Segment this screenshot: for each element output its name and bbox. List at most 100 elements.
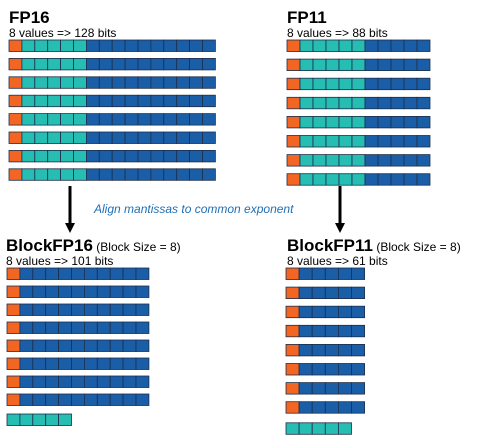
mantissa-bit [58,393,72,406]
mantissa-bit [86,58,100,71]
sign-bit [285,401,300,414]
mantissa-bit [150,113,165,126]
mantissa-bit [124,76,139,89]
sign-bit [6,321,21,334]
mantissa-bit [96,303,111,316]
exponent-bit [325,154,340,167]
mantissa-bit [324,305,339,319]
mantissa-bit [377,173,392,186]
mantissa-bit [176,58,190,71]
mantissa-bit [32,357,47,370]
exponent-bit [312,116,327,129]
exponent-bit [312,173,327,186]
mantissa-bit [45,285,60,298]
exponent-bit [325,135,340,148]
fp11-bit-grid [286,39,431,186]
mantissa-bit [176,76,190,89]
mantissa-bit [311,382,326,395]
mantissa-bit [311,305,326,319]
mantissa-bit [337,401,352,414]
mantissa-bit [377,39,392,52]
blockfp16-block-size-note: (Block Size = 8) [92,240,181,254]
mantissa-bit [96,267,111,280]
mantissa-bit [84,357,98,370]
mantissa-bit [202,168,216,181]
mantissa-bit [109,285,124,298]
mantissa-bit [150,39,165,52]
mantissa-bit [124,149,139,163]
mantissa-bit [150,58,165,71]
shared-exponent-bit [311,422,326,435]
mantissa-bit [58,375,72,388]
shared-exponent-bit [58,413,72,426]
shared-exponent-bit [285,422,300,435]
mantissa-bit [403,154,418,167]
mantissa-bit [45,339,60,352]
mantissa-bit [364,39,379,52]
mantissa-bit [150,131,165,144]
mantissa-bit [202,94,216,108]
mantissa-bit [111,168,126,181]
mantissa-bit [403,39,418,52]
mantissa-bit [58,357,72,370]
blockfp11-bit-grid [285,267,366,435]
exponent-bit [60,58,74,71]
mantissa-bit [45,303,60,316]
mantissa-bit [135,267,150,280]
mantissa-bit [390,135,405,148]
exponent-bit [60,94,74,108]
mantissa-bit [86,94,100,108]
blockfp16-bit-grid [6,267,150,426]
mantissa-bit [84,375,98,388]
exponent-bit [299,154,314,167]
mantissa-bit [189,58,203,71]
mantissa-bit [122,303,137,316]
exponent-bit [338,173,353,186]
mantissa-bit [163,76,178,89]
mantissa-bit [58,285,72,298]
mantissa-bit [45,393,60,406]
shared-exponent-bit [32,413,47,426]
mantissa-bit [135,375,150,388]
blockfp11-subtitle: 8 values => 61 bits [287,254,388,268]
mantissa-bit [416,135,431,148]
mantissa-bit [163,39,178,52]
sign-bit [8,113,23,126]
sign-bit [8,168,23,181]
exponent-bit [312,39,327,52]
exponent-bit [73,39,87,52]
mantissa-bit [364,96,379,110]
exponent-bit [47,94,62,108]
sign-bit [6,375,21,388]
mantissa-bit [122,267,137,280]
mantissa-bit [351,343,366,357]
sign-bit [6,267,21,280]
mantissa-bit [96,375,111,388]
mantissa-bit [390,116,405,129]
mantissa-bit [298,343,313,357]
mantissa-bit [163,58,178,71]
mantissa-bit [71,375,85,388]
mantissa-bit [45,321,60,334]
exponent-bit [325,39,340,52]
sign-bit [286,39,301,52]
mantissa-bit [86,131,100,144]
mantissa-bit [122,285,137,298]
exponent-bit [325,96,340,110]
mantissa-bit [71,285,85,298]
mantissa-bit [403,135,418,148]
mantissa-bit [176,131,190,144]
exponent-bit [325,116,340,129]
exponent-bit [73,76,87,89]
mantissa-bit [109,267,124,280]
mantissa-bit [111,39,126,52]
mantissa-bit [298,305,313,319]
blockfp11-title-text: BlockFP11 [287,236,373,255]
exponent-bit [312,58,327,71]
exponent-bit [351,116,366,129]
mantissa-bit [202,58,216,71]
mantissa-bit [45,375,60,388]
mantissa-bit [19,357,34,370]
mantissa-bit [98,168,113,181]
mantissa-bit [109,321,124,334]
